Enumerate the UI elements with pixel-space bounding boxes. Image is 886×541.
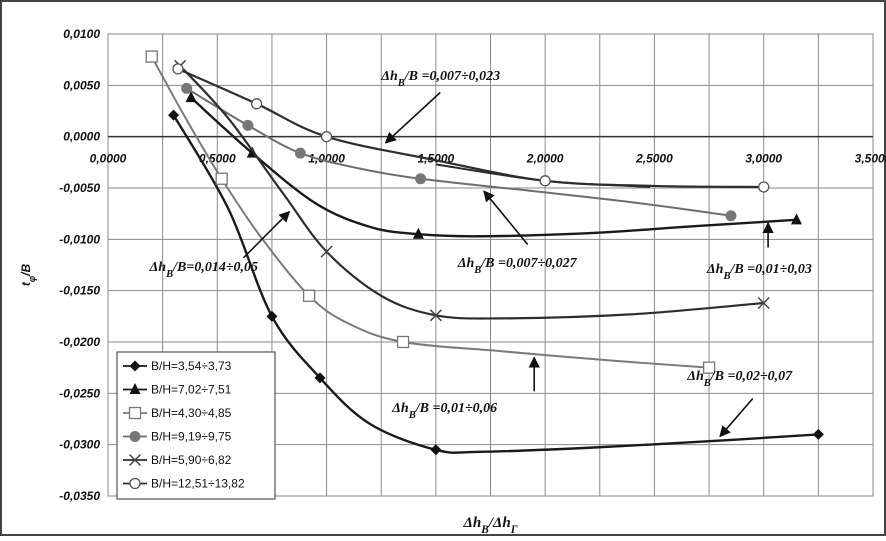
marker-circle-filled [415, 173, 427, 185]
y-tick-label: -0,0150 [59, 284, 100, 298]
marker-diamond [129, 360, 141, 372]
y-axis-label: tφ/B [19, 263, 37, 286]
marker-square [128, 406, 142, 420]
marker-x [320, 245, 333, 258]
marker-diamond [168, 109, 180, 121]
marker-diamond [812, 428, 824, 440]
marker-triangle [129, 383, 141, 394]
y-tick-label: -0,0350 [59, 489, 100, 503]
marker-circle-filled [294, 147, 306, 159]
annotation-arrow [242, 210, 291, 259]
legend-label: B/H=4,30÷4,85 [151, 406, 232, 420]
legend-label: B/H=3,54÷3,73 [151, 359, 232, 373]
annotation-text: ΔhB/B =0,007÷0,027 [457, 256, 578, 276]
marker-circle-open [539, 175, 551, 187]
y-tick-label: 0,0050 [63, 78, 100, 92]
marker-circle-open [758, 181, 770, 193]
annotation-text: ΔhB/B =0,01÷0,06 [391, 401, 497, 421]
marker-square [302, 289, 316, 302]
x-axis-label: ΔhB/ΔhГ [463, 515, 518, 536]
x-tick-label: 2,5000 [635, 152, 673, 166]
annotations: ΔhB/B =0,007÷0,023 ΔhB/B =0,007÷0,027 ΔhB/… [149, 69, 812, 438]
marker-circle-open [129, 477, 141, 490]
marker-triangle [791, 213, 802, 225]
marker-circle-filled [725, 210, 737, 222]
series-line [179, 65, 764, 320]
series-line [150, 56, 710, 369]
marker-x [757, 296, 770, 310]
annotation-arrow [384, 91, 441, 144]
marker-circle-filled [129, 431, 141, 442]
y-tick-label: -0,0050 [59, 181, 100, 195]
legend-label: B/H=9,19÷9,75 [151, 430, 232, 444]
x-tick-label: 3,5000 [855, 152, 886, 166]
marker-square [145, 50, 158, 63]
legend-label: B/H=5,90÷6,82 [151, 453, 232, 467]
y-tick-label: -0,0200 [59, 335, 100, 349]
annotation-text: ΔhB/B =0,02÷0,07 [686, 369, 793, 389]
axes: 0,0100 0,0050 0,0000 -0,0050 -0,0100 -0,0150 -… [19, 27, 886, 536]
x-tick-label: 3,0000 [745, 152, 782, 166]
y-tick-label: -0,0300 [59, 438, 100, 452]
y-tick-label: 0,0100 [63, 27, 100, 41]
legend-label: B/H=7,02÷7,51 [151, 383, 232, 397]
series-line [190, 96, 797, 238]
y-tick-label: -0,0250 [59, 386, 100, 400]
marker-x [128, 453, 142, 467]
legend-label: B/H=12,51÷13,82 [151, 477, 245, 491]
annotation-text: ΔhB/B =0,007÷0,023 [380, 69, 500, 89]
annotation-arrow [483, 190, 529, 245]
marker-diamond [266, 310, 278, 322]
marker-circle-open [320, 131, 333, 143]
x-tick-label: 1,0000 [308, 152, 345, 166]
marker-circle-open [172, 63, 184, 75]
marker-diamond [314, 372, 326, 384]
marker-square [215, 172, 228, 185]
marker-circle-open [250, 98, 263, 110]
marker-square [396, 335, 410, 349]
marker-triangle [185, 91, 197, 103]
legend-box [116, 351, 276, 500]
marker-triangle [412, 227, 424, 239]
y-tick-label: 0,0000 [63, 130, 100, 144]
series-line [172, 114, 819, 454]
annotation-text: ΔhB/B=0,014÷0,05 [149, 260, 258, 280]
legend: B/H=3,54÷3,73 B/H=7,02÷7,51 B/H=4,30÷4,85 B… [116, 351, 276, 500]
marker-square [702, 361, 716, 374]
marker-circle-filled [242, 119, 254, 131]
annotation-text: ΔhB/B =0,01÷0,03 [706, 262, 812, 282]
marker-x [429, 309, 442, 322]
x-tick-label: 2,0000 [526, 152, 564, 166]
marker-circle-filled [181, 82, 193, 94]
series-group [145, 50, 824, 456]
x-tick-label: 0,0000 [90, 152, 127, 166]
annotation-arrow [719, 397, 754, 438]
y-tick-label: -0,0100 [59, 232, 100, 246]
marker-diamond [430, 444, 442, 456]
